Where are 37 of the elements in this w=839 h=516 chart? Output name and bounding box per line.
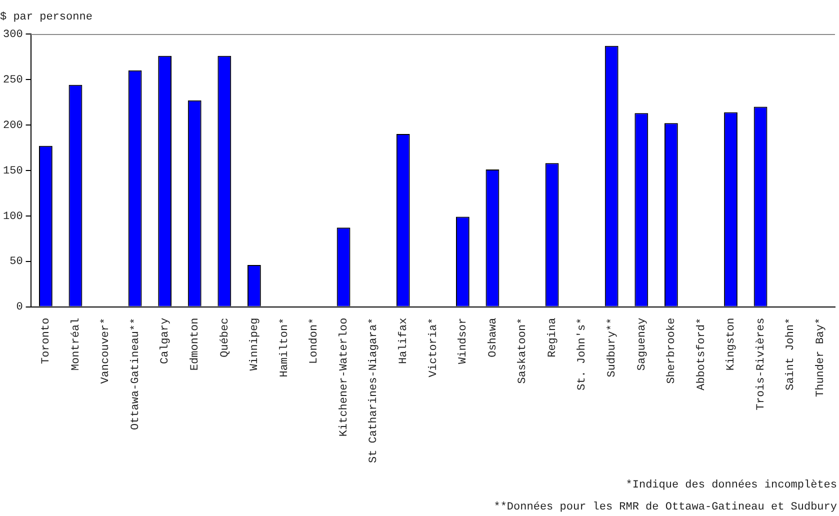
x-tick-label: Regina xyxy=(546,317,559,358)
x-tick-label: Saguenay xyxy=(636,317,648,371)
x-tick-label: St. John's* xyxy=(576,318,589,390)
y-axis-title: $ par personne xyxy=(0,11,92,24)
y-tick-label: 200 xyxy=(2,120,23,132)
y-tick-label: 250 xyxy=(2,74,23,86)
y-tick-label: 300 xyxy=(2,28,23,41)
x-tick-label: Sherbrooke xyxy=(666,318,678,384)
x-tick-label: Edmonton xyxy=(190,318,202,371)
text: **Données pour les RMR de Ottawa-Gatineau et Sudbury xyxy=(494,501,838,514)
x-tick-label: Oshawa xyxy=(487,317,500,358)
x-tick-label: Saint John* xyxy=(785,318,798,390)
y-tick-label: 0 xyxy=(16,302,23,314)
y-tick-label: 100 xyxy=(2,210,23,223)
x-tick-label: Ottawa-Gatineau** xyxy=(130,318,142,430)
x-tick-label: Windsor xyxy=(458,318,470,364)
x-tick-label: Kingston xyxy=(726,318,738,371)
x-tick-label: Toronto xyxy=(40,318,53,364)
y-tick-label: 50 xyxy=(10,256,23,268)
x-tick-label: Québec xyxy=(219,318,232,358)
x-tick-label: St Catharines-Niagara* xyxy=(368,318,380,464)
x-tick-label: Hamilton* xyxy=(278,318,291,378)
x-tick-label: London* xyxy=(308,318,321,364)
y-tick-label: 150 xyxy=(2,165,23,178)
text: *Indique des données incomplètes xyxy=(626,479,837,492)
x-tick-label: Calgary xyxy=(160,317,172,364)
x-tick-label: Sudbury** xyxy=(606,318,619,378)
x-tick-label: Abbotsford* xyxy=(696,318,708,390)
x-tick-label: Vancouver* xyxy=(100,318,112,384)
x-tick-label: Kitchener-Waterloo xyxy=(338,318,350,437)
x-tick-label: Trois-Rivières xyxy=(755,318,768,410)
x-tick-label: Winnipeg xyxy=(249,318,262,371)
x-tick-label: Halifax xyxy=(398,317,410,364)
x-tick-label: Saskatoon* xyxy=(517,318,530,384)
x-tick-label: Victoria* xyxy=(428,318,440,378)
x-tick-label: Montréal xyxy=(70,318,82,371)
x-tick-label: Thunder Bay* xyxy=(815,318,828,397)
